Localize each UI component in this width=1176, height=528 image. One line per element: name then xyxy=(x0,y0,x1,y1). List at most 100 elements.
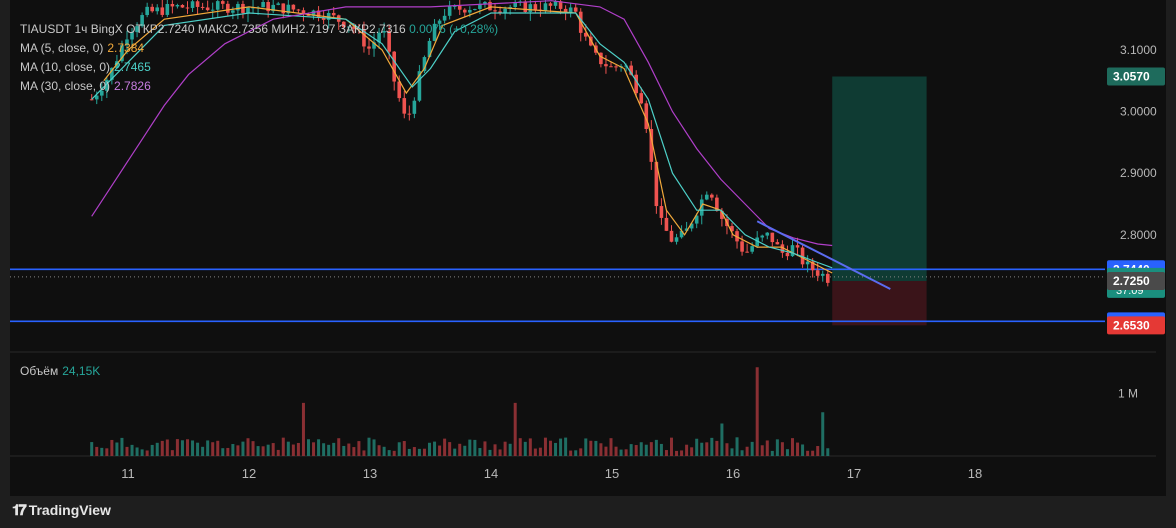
candle[interactable] xyxy=(387,31,391,52)
candle[interactable] xyxy=(261,1,265,8)
candle[interactable] xyxy=(805,261,810,265)
candle[interactable] xyxy=(311,10,316,16)
volume-legend[interactable]: Объём 24,15K xyxy=(20,364,100,378)
candle[interactable] xyxy=(150,6,154,12)
candle[interactable] xyxy=(321,17,326,20)
profit-zone[interactable] xyxy=(832,76,927,281)
candle[interactable] xyxy=(427,40,432,58)
candle[interactable] xyxy=(790,245,795,257)
ma-line-1[interactable] xyxy=(91,12,833,269)
ma-line-2[interactable] xyxy=(91,0,833,247)
candle[interactable] xyxy=(548,3,553,6)
candle[interactable] xyxy=(347,26,351,28)
timeframe[interactable]: 1ч xyxy=(74,22,88,36)
candle[interactable] xyxy=(800,247,805,265)
ma30-legend[interactable]: MA (30, close, 0) 2.7826 xyxy=(20,79,151,93)
candle[interactable] xyxy=(523,1,528,12)
candle[interactable] xyxy=(720,210,724,219)
candle[interactable] xyxy=(422,57,427,72)
candle[interactable] xyxy=(528,4,533,12)
candle[interactable] xyxy=(331,12,336,16)
candle[interactable] xyxy=(775,242,780,245)
candle[interactable] xyxy=(583,32,588,37)
candle[interactable] xyxy=(513,2,517,7)
candle[interactable] xyxy=(246,7,250,13)
ma5-legend[interactable]: MA (5, close, 0) 2.7384 xyxy=(20,41,144,55)
trendline[interactable] xyxy=(756,220,891,290)
candle[interactable] xyxy=(276,3,281,5)
candle[interactable] xyxy=(639,93,644,104)
candle[interactable] xyxy=(160,7,165,15)
candle[interactable] xyxy=(215,1,220,10)
candle[interactable] xyxy=(220,1,225,4)
candle[interactable] xyxy=(654,161,659,207)
candle[interactable] xyxy=(241,3,245,13)
ma-line-0[interactable] xyxy=(103,6,833,274)
candle[interactable] xyxy=(669,230,674,242)
candle[interactable] xyxy=(120,45,124,62)
candle[interactable] xyxy=(412,100,417,114)
candle[interactable] xyxy=(679,230,684,238)
candle[interactable] xyxy=(820,273,825,276)
candle[interactable] xyxy=(573,7,578,12)
candle[interactable] xyxy=(447,6,452,16)
candle[interactable] xyxy=(563,8,568,13)
candle[interactable] xyxy=(135,26,139,33)
candle[interactable] xyxy=(296,9,301,11)
candle[interactable] xyxy=(170,3,175,7)
ma10-legend[interactable]: MA (10, close, 0) 2.7465 xyxy=(20,60,151,74)
candle[interactable] xyxy=(553,1,558,6)
candle[interactable] xyxy=(795,245,800,248)
candle[interactable] xyxy=(145,6,149,16)
candle[interactable] xyxy=(468,9,472,13)
candle[interactable] xyxy=(533,4,538,10)
candle[interactable] xyxy=(629,65,633,75)
candle[interactable] xyxy=(110,67,114,80)
candle[interactable] xyxy=(689,223,694,229)
candle[interactable] xyxy=(105,79,109,91)
candle[interactable] xyxy=(99,90,104,96)
candle[interactable] xyxy=(286,4,291,14)
candle[interactable] xyxy=(437,20,442,24)
candle[interactable] xyxy=(210,9,215,11)
candle[interactable] xyxy=(478,3,482,9)
candle[interactable] xyxy=(614,66,618,68)
candle[interactable] xyxy=(457,5,462,10)
candle[interactable] xyxy=(377,32,381,43)
price-badge[interactable] xyxy=(1107,272,1165,290)
candle[interactable] xyxy=(452,5,457,7)
candle[interactable] xyxy=(382,31,386,33)
symbol-name[interactable]: TIAUSDT xyxy=(20,22,72,36)
candle[interactable] xyxy=(140,15,144,27)
candle[interactable] xyxy=(180,4,185,8)
candle[interactable] xyxy=(710,194,714,198)
candle[interactable] xyxy=(185,7,190,9)
candle[interactable] xyxy=(483,1,487,4)
candle[interactable] xyxy=(765,232,770,236)
candle[interactable] xyxy=(442,15,447,21)
candle[interactable] xyxy=(649,128,654,162)
candle[interactable] xyxy=(750,246,754,252)
candle[interactable] xyxy=(271,4,275,12)
candle[interactable] xyxy=(407,113,412,115)
candle[interactable] xyxy=(770,232,775,243)
candle[interactable] xyxy=(281,3,286,14)
candle[interactable] xyxy=(190,1,195,8)
candle[interactable] xyxy=(155,7,160,12)
candle[interactable] xyxy=(236,3,240,11)
candle[interactable] xyxy=(644,103,649,129)
candle[interactable] xyxy=(815,270,820,276)
candle[interactable] xyxy=(372,42,376,49)
candle[interactable] xyxy=(488,1,492,11)
candle[interactable] xyxy=(715,197,719,211)
candle[interactable] xyxy=(760,235,765,238)
candle[interactable] xyxy=(397,81,402,99)
candle[interactable] xyxy=(694,215,699,224)
candle[interactable] xyxy=(473,8,477,10)
candle[interactable] xyxy=(558,1,563,9)
candle[interactable] xyxy=(740,241,744,252)
candle[interactable] xyxy=(664,217,669,231)
candle[interactable] xyxy=(699,199,704,216)
candle[interactable] xyxy=(200,6,205,8)
candle[interactable] xyxy=(785,252,790,257)
